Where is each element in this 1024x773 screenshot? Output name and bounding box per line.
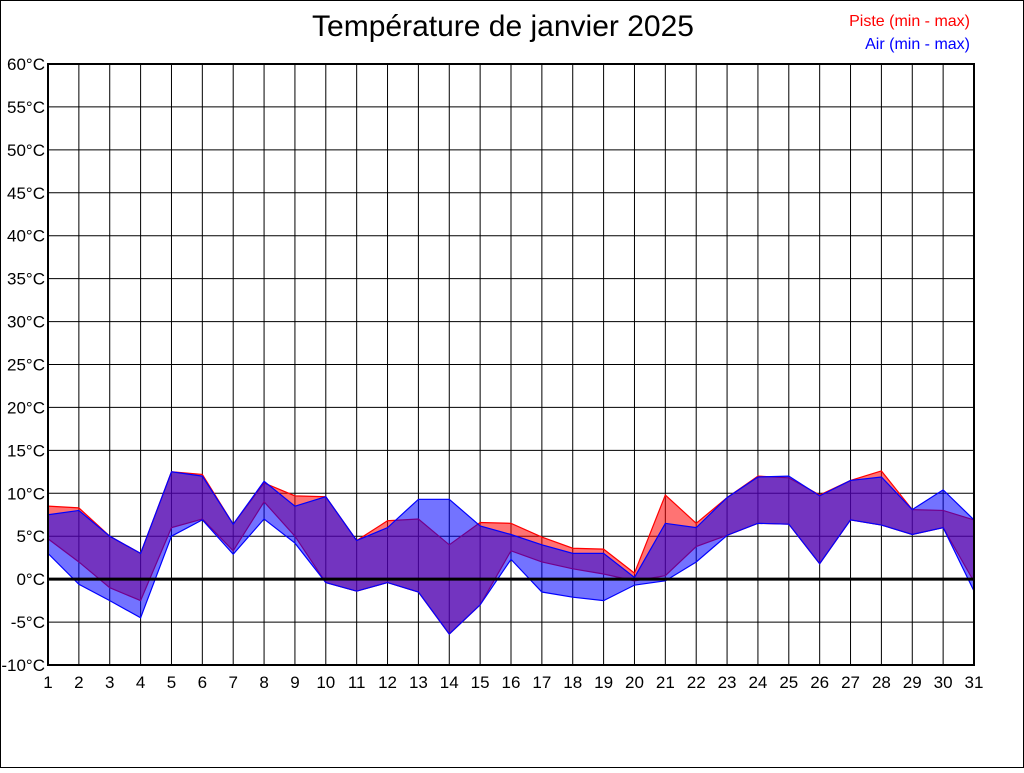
svg-text:29: 29 <box>903 673 922 692</box>
svg-text:35°C: 35°C <box>7 270 45 289</box>
svg-text:Température de janvier 2025: Température de janvier 2025 <box>312 10 694 43</box>
svg-text:24: 24 <box>748 673 767 692</box>
svg-text:40°C: 40°C <box>7 227 45 246</box>
svg-text:6: 6 <box>198 673 207 692</box>
svg-text:26: 26 <box>810 673 829 692</box>
svg-text:23: 23 <box>718 673 737 692</box>
svg-text:19: 19 <box>594 673 613 692</box>
svg-text:30: 30 <box>934 673 953 692</box>
svg-text:28: 28 <box>872 673 891 692</box>
svg-text:27: 27 <box>841 673 860 692</box>
svg-text:20: 20 <box>625 673 644 692</box>
svg-text:15: 15 <box>471 673 490 692</box>
svg-text:10°C: 10°C <box>7 484 45 503</box>
svg-text:25: 25 <box>779 673 798 692</box>
svg-text:21: 21 <box>656 673 675 692</box>
svg-text:5°C: 5°C <box>16 527 45 546</box>
svg-text:10: 10 <box>316 673 335 692</box>
svg-text:3: 3 <box>105 673 114 692</box>
svg-text:18: 18 <box>563 673 582 692</box>
svg-text:55°C: 55°C <box>7 98 45 117</box>
svg-text:15°C: 15°C <box>7 441 45 460</box>
svg-text:11: 11 <box>348 673 366 692</box>
svg-text:4: 4 <box>136 673 145 692</box>
svg-text:12: 12 <box>378 673 397 692</box>
svg-text:30°C: 30°C <box>7 313 45 332</box>
svg-text:5: 5 <box>167 673 176 692</box>
svg-text:13: 13 <box>409 673 428 692</box>
svg-text:16: 16 <box>502 673 521 692</box>
svg-text:2: 2 <box>74 673 83 692</box>
svg-text:31: 31 <box>965 673 984 692</box>
svg-text:60°C: 60°C <box>7 55 45 74</box>
svg-text:Piste (min - max): Piste (min - max) <box>849 13 970 30</box>
svg-text:-5°C: -5°C <box>11 613 45 632</box>
svg-text:1: 1 <box>43 673 52 692</box>
svg-text:7: 7 <box>228 673 237 692</box>
svg-text:45°C: 45°C <box>7 184 45 203</box>
svg-text:17: 17 <box>532 673 551 692</box>
svg-text:-10°C: -10°C <box>1 656 45 675</box>
svg-text:25°C: 25°C <box>7 356 45 375</box>
svg-text:Air (min - max): Air (min - max) <box>865 36 970 53</box>
svg-text:14: 14 <box>440 673 459 692</box>
svg-text:22: 22 <box>687 673 706 692</box>
svg-text:0°C: 0°C <box>16 570 45 589</box>
svg-text:50°C: 50°C <box>7 141 45 160</box>
svg-text:8: 8 <box>259 673 268 692</box>
svg-text:20°C: 20°C <box>7 398 45 417</box>
svg-text:9: 9 <box>290 673 299 692</box>
